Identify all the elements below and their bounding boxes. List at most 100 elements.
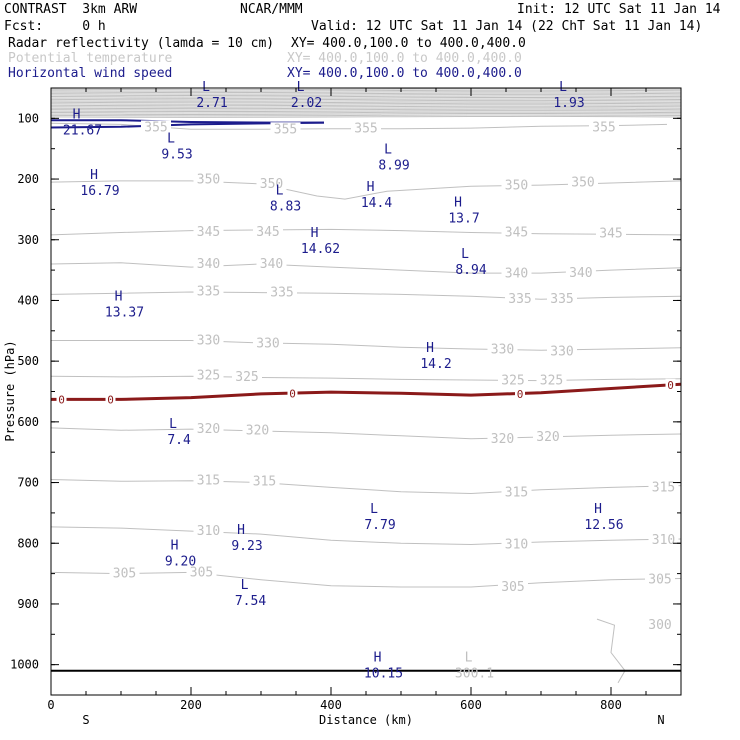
theta-label-bg bbox=[193, 422, 224, 436]
x-tick-label: 200 bbox=[180, 698, 202, 712]
theta-contour-line bbox=[51, 291, 681, 300]
upper-theta-band bbox=[51, 88, 681, 118]
theta-label-bg bbox=[498, 579, 528, 593]
theta-contour-label: 350 bbox=[260, 177, 283, 192]
theta-contour-label: 335 bbox=[197, 284, 220, 299]
organization-label: NCAR/MMM bbox=[240, 2, 303, 17]
field-label-theta: Potential temperature bbox=[8, 51, 173, 66]
theta-contour-label: 305 bbox=[113, 567, 136, 582]
wind-extremum-value: 9.23 bbox=[231, 539, 262, 554]
theta-contour-label: 330 bbox=[550, 344, 573, 359]
forecast-hour: Fcst: 0 h bbox=[4, 19, 106, 34]
reflectivity-label-bg bbox=[56, 393, 67, 405]
upper-theta-line bbox=[51, 102, 681, 105]
xy-label-reflectivity: XY= 400.0,100.0 to 400.0,400.0 bbox=[291, 36, 526, 51]
wind-extremum-type: H bbox=[237, 523, 245, 538]
wind-extremum-value: 9.20 bbox=[165, 554, 196, 569]
reflectivity-contour-label: 0 bbox=[107, 393, 114, 406]
theta-contour-label: 320 bbox=[197, 422, 220, 437]
theta-contour-line bbox=[51, 228, 681, 236]
reflectivity-contour-line bbox=[51, 382, 681, 401]
theta-contour-label: 310 bbox=[197, 524, 220, 539]
upper-theta-line bbox=[51, 107, 681, 110]
theta-label-bg bbox=[565, 266, 596, 280]
upper-theta-line bbox=[51, 104, 681, 107]
theta-label-bg bbox=[487, 431, 518, 445]
theta-contour-label: 320 bbox=[491, 432, 514, 447]
theta-contour-label: 350 bbox=[571, 176, 594, 191]
theta-contour-label: 330 bbox=[197, 334, 220, 349]
theta-contour-line bbox=[51, 479, 681, 495]
theta-contour-label: 320 bbox=[536, 430, 559, 445]
wind-extremum-type: H bbox=[426, 341, 434, 356]
theta-label-bg bbox=[253, 224, 283, 238]
theta-label-bg bbox=[645, 572, 675, 586]
field-label-reflectivity: Radar reflectivity (lamda = 10 cm) bbox=[8, 36, 275, 51]
wind-extremum-type: L bbox=[241, 578, 249, 593]
theta-contour-label: 320 bbox=[246, 423, 269, 438]
theta-contour-label: 345 bbox=[505, 225, 528, 240]
wind-extremum-value: 10.15 bbox=[364, 667, 403, 682]
south-end-label: S bbox=[82, 713, 89, 727]
theta-label-bg bbox=[267, 285, 297, 299]
wind-extremum-type: L bbox=[167, 132, 175, 147]
xy-label-wind: XY= 400.0,100.0 to 400.0,400.0 bbox=[287, 66, 522, 81]
theta-label-bg bbox=[242, 423, 273, 437]
theta-label-bg bbox=[193, 284, 224, 298]
theta-label-bg bbox=[536, 373, 567, 387]
wind-extremum-value: 21.67 bbox=[63, 123, 102, 138]
wind-extremum-type: H bbox=[594, 502, 602, 517]
wind-extremum-value: 2.02 bbox=[291, 96, 322, 111]
y-tick-label: 700 bbox=[17, 476, 39, 490]
upper-theta-line bbox=[51, 101, 681, 104]
theta-label-bg bbox=[193, 473, 224, 487]
x-tick-label: 400 bbox=[320, 698, 342, 712]
theta-label-bg bbox=[193, 524, 224, 538]
theta-label-bg bbox=[596, 226, 626, 240]
upper-theta-line bbox=[51, 95, 681, 98]
upper-theta-line bbox=[51, 110, 681, 112]
theta-contour-label: 330 bbox=[256, 337, 279, 352]
wind-extremum-value: 12.56 bbox=[584, 518, 623, 533]
theta-label-bg bbox=[256, 257, 287, 271]
theta-contour-label: 305 bbox=[648, 573, 671, 588]
wind-extremum-type: H bbox=[171, 538, 179, 553]
valid-time: Valid: 12 UTC Sat 11 Jan 14 (22 ChT Sat … bbox=[311, 19, 703, 34]
reflectivity-contour-label: 0 bbox=[517, 388, 524, 401]
theta-label-bg bbox=[533, 430, 563, 444]
upper-theta-line bbox=[51, 114, 681, 117]
theta-contour-line bbox=[51, 526, 681, 546]
theta-contour-line bbox=[51, 375, 681, 382]
wind-extremum-value: 16.79 bbox=[80, 184, 119, 199]
wind-extremum-value: 7.54 bbox=[235, 594, 266, 609]
field-label-wind: Horizontal wind speed bbox=[8, 66, 173, 81]
reflectivity-label-bg bbox=[105, 393, 116, 405]
theta-label-bg bbox=[193, 257, 224, 271]
theta-contour-label: 355 bbox=[354, 122, 377, 137]
theta-label-bg bbox=[501, 485, 532, 499]
theta-label-bg bbox=[270, 122, 301, 136]
theta-contour-label: 355 bbox=[274, 122, 297, 137]
y-tick-label: 900 bbox=[17, 597, 39, 611]
wind-extremum-type: H bbox=[115, 289, 123, 304]
theta-label-bg bbox=[648, 533, 679, 547]
theta-contour-label: 315 bbox=[197, 474, 220, 489]
upper-theta-line bbox=[51, 99, 681, 102]
x-tick-label: 600 bbox=[460, 698, 482, 712]
upper-theta-line bbox=[51, 108, 681, 111]
theta-label-bg bbox=[589, 120, 619, 134]
theta-label-bg bbox=[351, 121, 381, 135]
wind-extremum-value: 14.4 bbox=[361, 196, 392, 211]
theta-contour-label: 325 bbox=[540, 374, 563, 389]
theta-label-bg bbox=[109, 566, 140, 580]
theta-contour-label: 315 bbox=[652, 480, 675, 495]
theta-contour-line bbox=[51, 340, 681, 351]
theta-label-bg bbox=[547, 292, 577, 306]
theta-label-bg bbox=[256, 176, 287, 190]
wind-extremum-value: 13.7 bbox=[448, 211, 479, 226]
reflectivity-label-bg bbox=[665, 378, 676, 390]
upper-theta-line bbox=[51, 94, 681, 97]
theta-contour-label: 355 bbox=[144, 120, 167, 135]
wind-extremum-value: 14.2 bbox=[420, 357, 451, 372]
